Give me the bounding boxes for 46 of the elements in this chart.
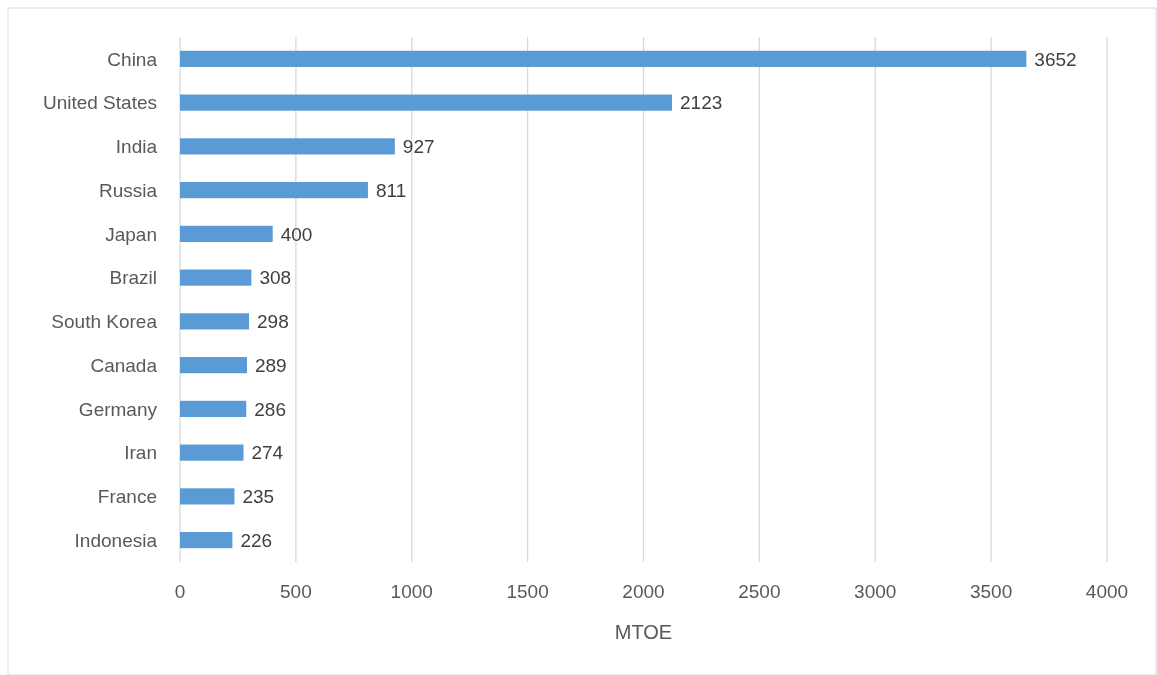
bar [180, 532, 233, 549]
y-tick-label: Iran [124, 442, 157, 464]
y-tick-label: South Korea [51, 311, 158, 333]
bar [180, 357, 247, 374]
bar [180, 225, 273, 242]
y-tick-label: Brazil [109, 267, 157, 289]
x-tick-label: 0 [174, 581, 186, 602]
y-tick-label: United States [42, 92, 157, 114]
y-tick-label: Japan [105, 223, 157, 245]
data-label: 274 [251, 442, 284, 464]
bar [180, 182, 368, 199]
data-label: 298 [257, 311, 289, 333]
bar [180, 50, 1027, 67]
x-tick-label: 3500 [969, 581, 1013, 602]
x-axis-title: MTOE [614, 621, 673, 643]
data-label: 286 [254, 398, 286, 420]
x-tick-label: 1000 [390, 581, 433, 602]
data-label: 2123 [680, 92, 723, 114]
data-label: 235 [242, 486, 275, 508]
data-label: 811 [375, 179, 407, 201]
bar [180, 313, 250, 330]
bar [180, 400, 247, 417]
y-tick-label: Canada [90, 354, 158, 376]
x-tick-label: 4000 [1085, 581, 1129, 602]
x-tick-label: 1500 [506, 581, 549, 602]
bar [180, 94, 673, 111]
y-tick-label: Indonesia [74, 529, 158, 551]
y-tick-label: France [97, 486, 157, 508]
bar [180, 488, 235, 505]
data-label: 289 [254, 354, 287, 376]
x-tick-label: 2000 [622, 581, 665, 602]
y-tick-label: China [107, 48, 158, 70]
y-tick-label: Russia [98, 179, 158, 201]
data-label: 226 [240, 529, 273, 551]
bar [180, 138, 395, 155]
data-label: 3652 [1034, 48, 1077, 70]
x-tick-label: 3000 [854, 581, 897, 602]
x-tick-label: 2500 [738, 581, 781, 602]
bar [180, 269, 252, 286]
y-tick-label: India [115, 136, 158, 158]
y-tick-label: Germany [78, 398, 158, 420]
data-label: 308 [259, 267, 292, 289]
data-label: 927 [402, 136, 435, 158]
data-label: 400 [280, 223, 313, 245]
x-tick-label: 500 [280, 581, 312, 602]
bar [180, 444, 244, 461]
